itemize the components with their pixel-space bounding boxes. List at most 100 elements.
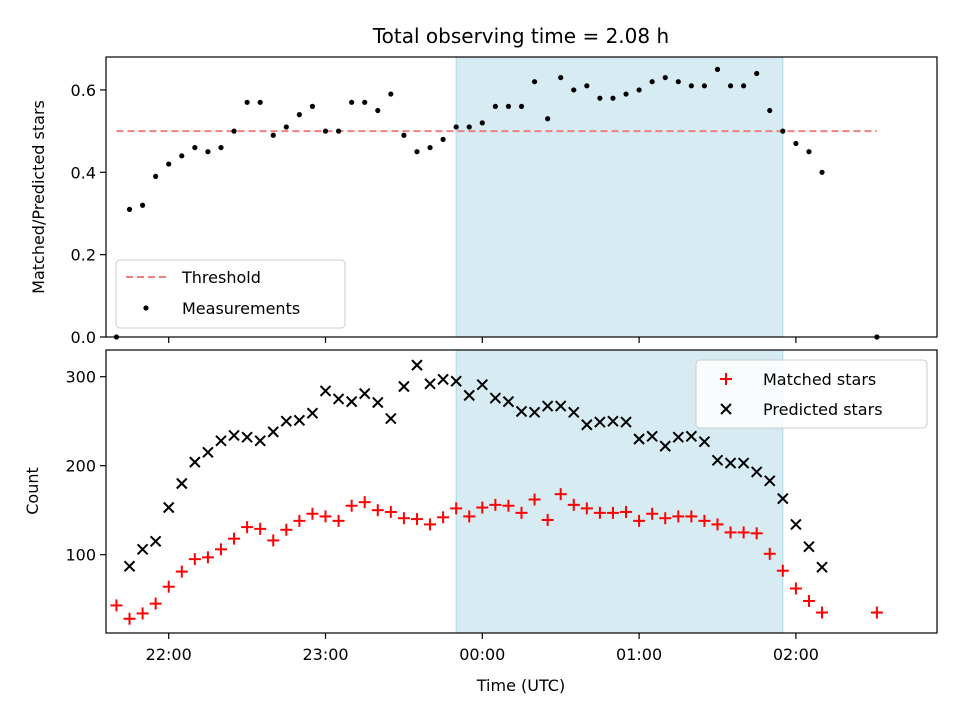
matched-star-point (319, 510, 332, 523)
y-tick-label: 300 (65, 368, 96, 387)
measurement-point (662, 74, 668, 81)
predicted-star-points (123, 359, 828, 573)
matched-star-point (175, 565, 188, 578)
predicted-star-point (189, 456, 201, 468)
y-tick-label: 0.6 (71, 81, 96, 100)
ratio-y-axis-label: Matched/Predicted stars (29, 100, 48, 294)
measurement-point (767, 107, 773, 114)
measurement-point (610, 95, 616, 101)
matched-star-point (737, 526, 750, 539)
measurement-point (675, 79, 681, 85)
x-tick-label: 02:00 (773, 645, 819, 664)
x-tick-label: 00:00 (459, 645, 505, 664)
measurement-point (401, 132, 407, 138)
count-legend: Matched stars Predicted stars (695, 359, 928, 429)
predicted-star-point (476, 379, 489, 391)
predicted-star-point (633, 433, 645, 445)
measurement-point (179, 153, 185, 159)
measurement-point (688, 83, 694, 89)
matched-star-point (646, 507, 659, 520)
matched-star-point (214, 543, 227, 556)
predicted-star-point (803, 540, 815, 553)
measurement-point (427, 144, 433, 151)
matched-star-point (463, 510, 476, 523)
count-x-ticks: 22:00 23:00 00:00 01:00 02:00 (146, 633, 819, 664)
predicted-star-point (568, 406, 580, 419)
measurement-point (362, 99, 368, 105)
measurement-point (780, 128, 786, 134)
predicted-star-point (345, 395, 358, 408)
predicted-star-point (123, 560, 136, 572)
matched-star-point (201, 551, 214, 564)
matched-star-point (162, 580, 175, 593)
predicted-star-point (319, 385, 332, 397)
matched-star-point (280, 523, 293, 536)
matched-star-point (149, 597, 162, 610)
predicted-star-point (659, 440, 671, 452)
matched-star-point (567, 498, 580, 511)
measurement-point (139, 202, 146, 208)
predicted-star-point (385, 412, 397, 425)
matched-star-point (776, 564, 789, 577)
matched-star-point (593, 506, 606, 519)
measurement-point (388, 91, 394, 97)
count-panel-frame (105, 349, 938, 634)
measurement-point (754, 70, 760, 77)
ratio-legend: Threshold Measurements (115, 259, 346, 329)
legend-matched-swatch (720, 373, 732, 385)
ratio-legend-box (115, 259, 346, 329)
measurement-point (414, 149, 420, 155)
matched-star-point (371, 504, 384, 517)
matched-star-points (110, 488, 883, 625)
matched-star-point (437, 511, 450, 524)
matched-star-point (802, 594, 815, 607)
x-tick-label: 22:00 (146, 645, 192, 664)
predicted-star-point (777, 492, 789, 505)
count-y-axis-label: Count (23, 467, 42, 515)
measurement-point (806, 149, 812, 155)
measurement-point (531, 79, 538, 85)
predicted-star-point (411, 359, 423, 371)
predicted-star-point (594, 416, 606, 428)
predicted-star-point (515, 405, 528, 418)
matched-star-point (515, 506, 528, 519)
measurement-point (649, 79, 655, 85)
predicted-star-point (398, 380, 410, 393)
legend-predicted-swatch (720, 403, 732, 415)
matched-star-point (724, 526, 737, 539)
x-axis-label: Time (UTC) (476, 676, 565, 695)
legend-measurements-swatch (143, 305, 149, 311)
predicted-star-point (816, 561, 828, 573)
measurement-point (727, 83, 734, 89)
matched-star-point (685, 510, 698, 523)
measurement-point (231, 128, 237, 134)
matched-star-point (450, 502, 463, 515)
matched-star-point (241, 521, 254, 534)
measurement-point (349, 99, 355, 105)
measurement-point (545, 116, 551, 122)
measurement-point (192, 144, 198, 151)
matched-star-point (228, 532, 241, 545)
measurement-point (466, 124, 472, 130)
predicted-star-point (620, 416, 632, 428)
predicted-star-point (267, 426, 279, 438)
measurement-point (505, 103, 512, 110)
measurement-point (453, 124, 459, 130)
predicted-star-point (306, 407, 319, 419)
matched-star-point (110, 599, 123, 612)
predicted-star-point (215, 435, 227, 447)
measurement-point (270, 132, 276, 138)
measurement-point (597, 95, 603, 101)
predicted-star-point (672, 431, 684, 443)
measurement-point (793, 140, 799, 147)
predicted-star-point (280, 415, 293, 427)
predicted-star-point (581, 419, 593, 431)
predicted-star-point (737, 457, 750, 469)
predicted-star-point (554, 400, 567, 412)
predicted-star-point (136, 543, 149, 556)
measurement-point (309, 103, 316, 110)
matched-star-point (424, 518, 437, 531)
matched-star-point (633, 514, 646, 527)
y-tick-label: 0.4 (71, 163, 96, 182)
